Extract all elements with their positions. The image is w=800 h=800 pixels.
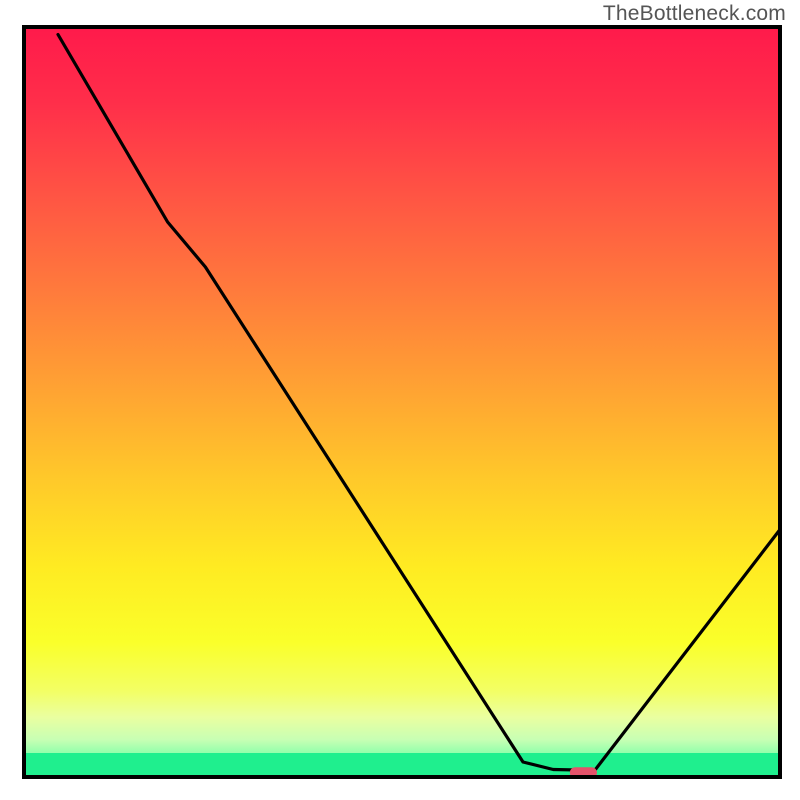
bottom-band [24, 753, 780, 777]
bottleneck-chart [0, 0, 800, 800]
watermark-text: TheBottleneck.com [603, 2, 786, 26]
plot-background [24, 27, 780, 777]
